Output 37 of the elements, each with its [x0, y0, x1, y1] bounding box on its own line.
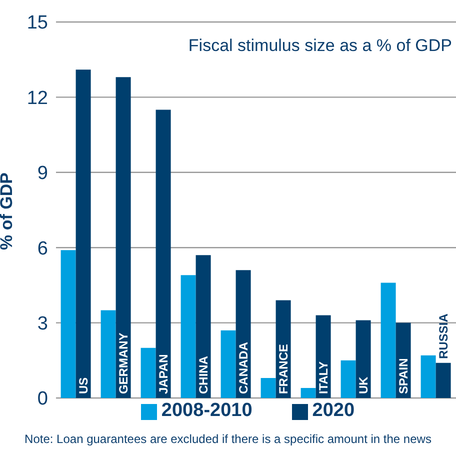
x-tick-label: GERMANY	[116, 332, 130, 394]
y-tick-label: 3	[37, 314, 48, 335]
bar	[140, 348, 156, 398]
x-tick-label: FRANCE	[276, 344, 290, 394]
y-tick-label: 6	[37, 238, 48, 260]
bar	[260, 378, 276, 398]
bar	[340, 360, 356, 398]
bar	[156, 110, 171, 398]
y-tick-label: 15	[26, 12, 48, 34]
bar	[356, 320, 371, 398]
bar	[436, 362, 451, 398]
legend-label: 2020	[312, 400, 355, 421]
text: Note: Loan guarantees are excluded if there is a specific amount in the news	[24, 432, 432, 446]
bar	[420, 355, 436, 398]
x-tick-label: CANADA	[236, 342, 250, 394]
bar	[300, 388, 316, 398]
bar	[116, 77, 131, 398]
bar	[180, 275, 196, 398]
x-tick-label: RUSSIA	[436, 313, 450, 359]
x-tick-label: JAPAN	[156, 354, 170, 394]
text: Fiscal stimulus size as a % of GDP	[188, 36, 452, 56]
bar	[76, 70, 91, 398]
x-tick-label: ITALY	[316, 361, 330, 394]
bar	[196, 255, 211, 398]
x-tick-label: CHINA	[196, 356, 210, 394]
legend-label: 2008-2010	[161, 400, 252, 421]
y-axis-title: % of GDP	[0, 172, 16, 250]
bar	[60, 250, 76, 398]
x-tick-label: US	[76, 377, 90, 394]
y-tick-label: 9	[37, 163, 48, 184]
bar	[220, 330, 236, 398]
bar	[380, 282, 396, 398]
bar	[100, 310, 116, 398]
y-tick-label: 0	[37, 388, 48, 410]
x-tick-label: SPAIN	[396, 358, 410, 394]
x-tick-label: UK	[356, 376, 370, 394]
y-tick-label: 12	[26, 88, 48, 109]
